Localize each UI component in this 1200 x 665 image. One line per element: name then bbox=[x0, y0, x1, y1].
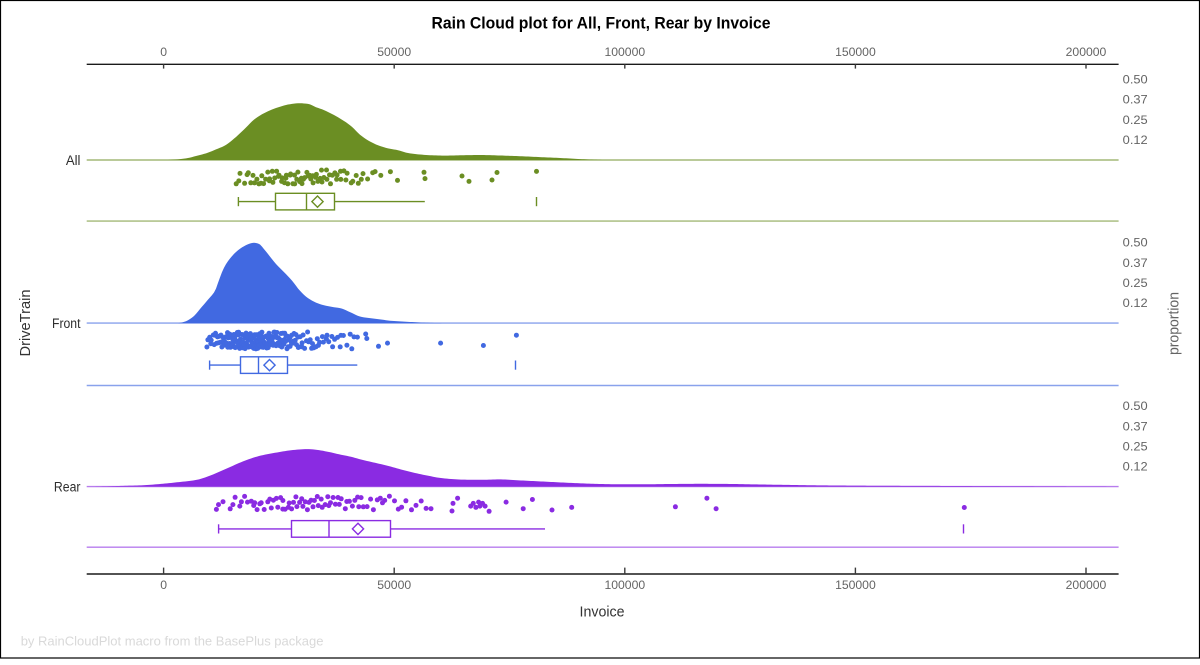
svg-text:0.25: 0.25 bbox=[1123, 276, 1148, 290]
svg-text:200000: 200000 bbox=[1066, 578, 1107, 592]
svg-text:0.50: 0.50 bbox=[1123, 73, 1148, 87]
svg-text:100000: 100000 bbox=[604, 45, 645, 59]
svg-text:150000: 150000 bbox=[835, 578, 876, 592]
svg-text:Rear: Rear bbox=[54, 480, 81, 496]
svg-text:0.50: 0.50 bbox=[1123, 399, 1148, 413]
svg-text:Rain Cloud plot for All, Front: Rain Cloud plot for All, Front, Rear by … bbox=[432, 13, 771, 32]
svg-text:0.25: 0.25 bbox=[1123, 113, 1148, 127]
svg-text:by RainCloudPlot macro from th: by RainCloudPlot macro from the BasePlus… bbox=[21, 633, 324, 648]
svg-text:0: 0 bbox=[160, 45, 167, 59]
svg-text:Invoice: Invoice bbox=[580, 604, 625, 621]
svg-text:150000: 150000 bbox=[835, 45, 876, 59]
svg-text:0.12: 0.12 bbox=[1123, 460, 1148, 474]
svg-text:0: 0 bbox=[160, 578, 167, 592]
svg-text:0.37: 0.37 bbox=[1123, 93, 1148, 107]
svg-text:All: All bbox=[66, 153, 81, 169]
svg-text:200000: 200000 bbox=[1066, 45, 1107, 59]
svg-text:0.12: 0.12 bbox=[1123, 133, 1148, 147]
svg-text:0.25: 0.25 bbox=[1123, 440, 1148, 454]
svg-text:proportion: proportion bbox=[1165, 292, 1182, 355]
svg-text:0.12: 0.12 bbox=[1123, 296, 1148, 310]
svg-text:0.37: 0.37 bbox=[1123, 419, 1148, 433]
svg-text:0.37: 0.37 bbox=[1123, 256, 1148, 270]
svg-text:100000: 100000 bbox=[604, 578, 645, 592]
svg-text:DriveTrain: DriveTrain bbox=[17, 290, 34, 357]
svg-text:Front: Front bbox=[52, 316, 81, 332]
svg-text:0.50: 0.50 bbox=[1123, 236, 1148, 250]
svg-text:50000: 50000 bbox=[377, 578, 411, 592]
svg-text:50000: 50000 bbox=[377, 45, 411, 59]
